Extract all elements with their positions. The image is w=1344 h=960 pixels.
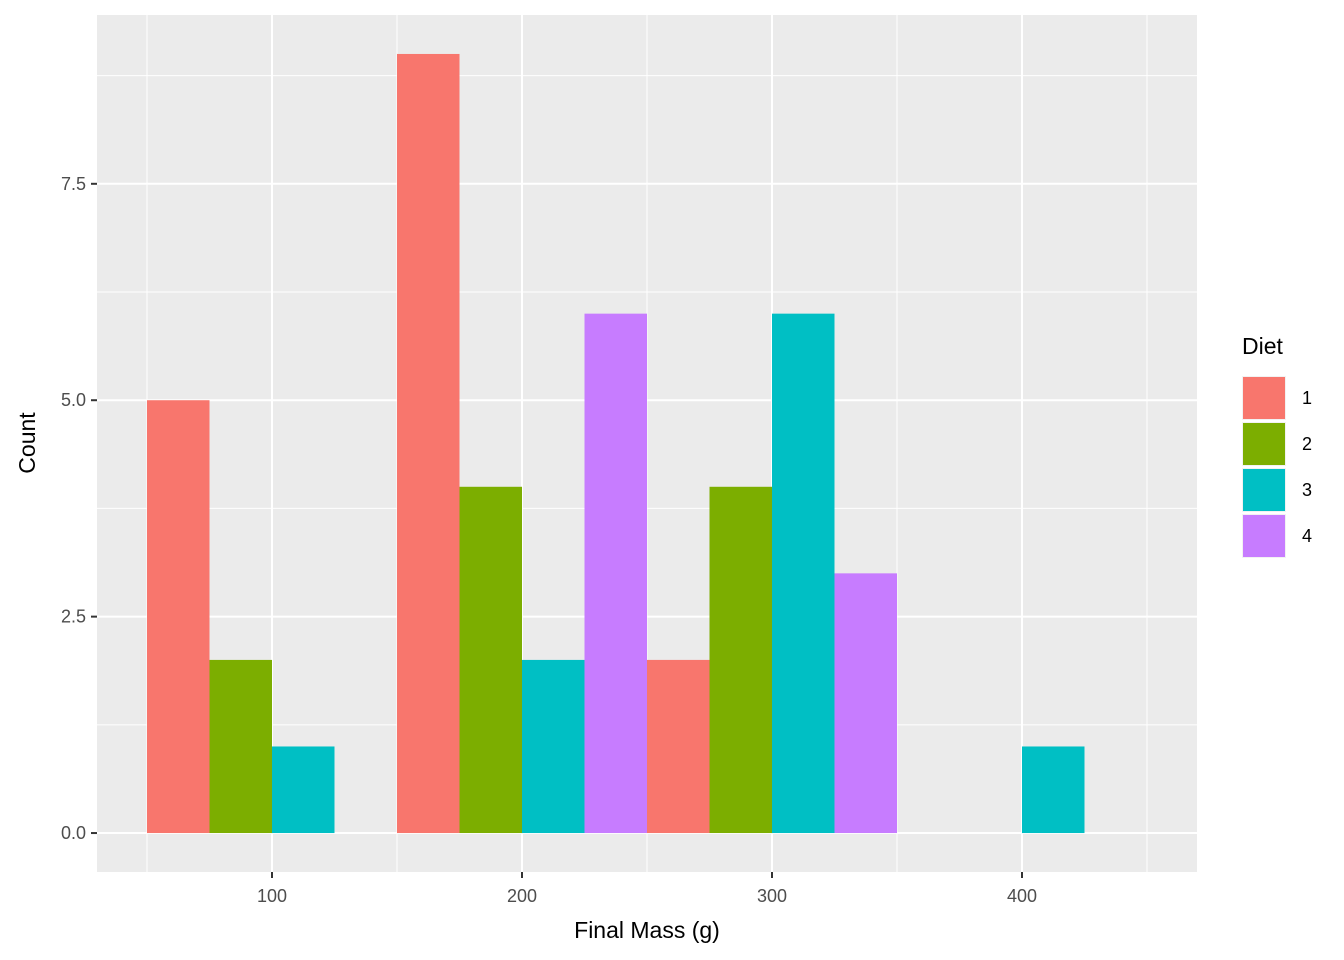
legend: Diet 1 2 3 4 bbox=[1242, 333, 1312, 558]
x-axis-title: Final Mass (g) bbox=[574, 917, 720, 943]
legend-label-3: 3 bbox=[1302, 480, 1312, 500]
x-axis: 100 200 300 400 bbox=[257, 872, 1037, 906]
bar-diet-1 bbox=[647, 659, 710, 834]
y-tick-label: 5.0 bbox=[61, 390, 86, 410]
bar-diet-4 bbox=[584, 313, 647, 834]
y-tick-label: 2.5 bbox=[61, 607, 86, 627]
x-tick-label: 400 bbox=[1007, 886, 1037, 906]
x-tick-label: 200 bbox=[507, 886, 537, 906]
legend-swatch-1 bbox=[1243, 377, 1285, 419]
bar-diet-1 bbox=[147, 400, 210, 834]
x-tick-label: 300 bbox=[757, 886, 787, 906]
bar-diet-4 bbox=[834, 573, 897, 834]
bar-diet-2 bbox=[709, 486, 772, 834]
y-axis-title: Count bbox=[14, 412, 40, 474]
y-tick-label: 0.0 bbox=[61, 823, 86, 843]
legend-swatch-3 bbox=[1243, 469, 1285, 511]
y-axis: 0.0 2.5 5.0 7.5 bbox=[61, 174, 97, 843]
legend-title: Diet bbox=[1242, 333, 1284, 359]
bar-diet-1 bbox=[397, 53, 460, 834]
legend-swatch-2 bbox=[1243, 423, 1285, 465]
y-tick-label: 7.5 bbox=[61, 174, 86, 194]
bar-diet-2 bbox=[209, 659, 272, 834]
bar-diet-3 bbox=[522, 659, 585, 834]
bar-diet-3 bbox=[272, 746, 335, 834]
x-tick-label: 100 bbox=[257, 886, 287, 906]
legend-label-1: 1 bbox=[1302, 388, 1312, 408]
bar-diet-2 bbox=[459, 486, 522, 834]
legend-label-4: 4 bbox=[1302, 526, 1312, 546]
bar-diet-3 bbox=[772, 313, 835, 834]
bar-diet-3 bbox=[1022, 746, 1085, 834]
legend-label-2: 2 bbox=[1302, 434, 1312, 454]
legend-swatch-4 bbox=[1243, 515, 1285, 557]
bars bbox=[147, 53, 1085, 834]
